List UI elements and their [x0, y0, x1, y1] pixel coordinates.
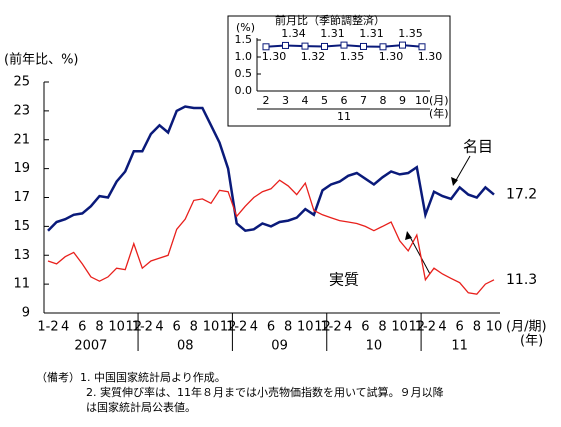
y-tick-label: 13: [13, 248, 30, 263]
inset-x-tick-label: 2: [263, 94, 270, 107]
inset-value-label: 1.35: [398, 27, 423, 40]
inset-x-tick-label: 10: [415, 94, 429, 107]
arrow-head: [451, 177, 458, 186]
x-tick-label: 4: [250, 320, 258, 335]
inset-x-unit: (月): [429, 94, 449, 107]
x-tick-label: 4: [61, 320, 69, 335]
arrow-nominal: [454, 155, 471, 183]
x-unit2: (年): [520, 334, 543, 349]
inset-value-label: 1.31: [359, 27, 384, 40]
inset-value-label: 1.30: [262, 50, 287, 63]
inset-x-tick-label: 6: [341, 94, 348, 107]
inset-marker: [262, 43, 270, 51]
inset-y-tick-label: 1.0: [235, 50, 253, 63]
series-line: [47, 105, 495, 233]
x-tick-label: 6: [78, 320, 86, 335]
x-tick-label: 8: [378, 320, 386, 335]
series-line: [47, 179, 495, 295]
year-label: 08: [177, 339, 194, 354]
x-tick-label: 1-2: [132, 320, 153, 335]
x-tick-label: 6: [267, 320, 275, 335]
legend-label: 名目: [463, 138, 493, 156]
inset-value-label: 1.35: [340, 50, 365, 63]
x-tick-label: 10: [391, 320, 408, 335]
inset-x-tick-label: 7: [360, 94, 367, 107]
x-tick-label: 10: [297, 320, 314, 335]
inset-marker: [282, 41, 289, 49]
x-tick-label: 8: [190, 320, 198, 335]
inset-value-label: 1.31: [320, 27, 345, 40]
x-tick-label: 6: [456, 320, 464, 335]
x-tick-label: 6: [361, 320, 369, 335]
x-tick-label: 1-2: [226, 320, 247, 335]
inset-x-tick-label: 5: [321, 94, 328, 107]
y-tick-label: 23: [13, 103, 30, 118]
y-tick-label: 9: [22, 306, 30, 321]
inset-y-tick-label: 0.0: [235, 84, 253, 97]
inset-value-label: 1.34: [281, 27, 306, 40]
arrow-real: [408, 234, 431, 275]
inset-marker: [379, 43, 387, 51]
x-tick-label: 4: [155, 320, 163, 335]
year-label: 11: [451, 339, 468, 354]
x-tick-label: 10: [203, 320, 220, 335]
inset-value-label: 1.30: [379, 50, 404, 63]
inset-y-tick-label: 1.5: [235, 33, 253, 46]
y-axis-label: (前年比、%): [4, 52, 79, 68]
x-tick-label: 8: [284, 320, 292, 335]
y-tick-label: 17: [13, 190, 30, 205]
inset-marker: [360, 42, 367, 50]
y-tick-label: 25: [13, 75, 30, 90]
year-label: 09: [271, 339, 288, 354]
x-tick-label: 1-2: [415, 320, 436, 335]
inset-x-tick-label: 8: [380, 94, 387, 107]
inset-marker: [340, 41, 348, 49]
y-tick-label: 15: [13, 219, 30, 234]
x-tick-label: 1-2: [37, 320, 58, 335]
note-line: は国家統計局公表値。: [86, 400, 196, 414]
arrow-head: [405, 231, 412, 240]
note-line: （備考）1. 中国国家統計局より作成。: [36, 370, 226, 384]
end-value-label: 17.2: [506, 187, 537, 203]
inset-marker: [399, 41, 406, 49]
note-line: 2. 実質伸び率は、11年８月までは小売物価指数を用いて試算。９月以降: [86, 385, 444, 399]
x-tick-label: 1-2: [320, 320, 341, 335]
end-value-label: 11.3: [506, 272, 537, 288]
x-tick-label: 10: [108, 320, 125, 335]
x-tick-label: 8: [95, 320, 103, 335]
inset-marker: [418, 43, 426, 51]
inset-y-tick-label: 0.5: [235, 67, 253, 80]
inset-marker: [301, 42, 309, 50]
y-tick-label: 19: [13, 161, 30, 176]
x-tick-label: 4: [344, 320, 352, 335]
inset-x-unit2: (年): [429, 106, 449, 120]
y-tick-label: 21: [13, 132, 30, 147]
inset-value-label: 1.32: [301, 50, 326, 63]
x-unit: (月/期): [506, 320, 547, 335]
inset-frame: [227, 15, 451, 127]
inset-x-tick-label: 9: [399, 94, 406, 107]
inset-x-tick-label: 3: [282, 94, 289, 107]
inset-x-tick-label: 4: [302, 94, 309, 107]
legend-label: 実質: [329, 271, 359, 289]
x-tick-label: 4: [438, 320, 446, 335]
inset-year-label: 11: [337, 110, 351, 123]
inset-y-label: (%): [236, 21, 255, 34]
inset-marker: [321, 42, 328, 50]
x-tick-label: 8: [473, 320, 481, 335]
x-tick-label: 10: [486, 320, 503, 335]
year-label: 10: [366, 339, 383, 354]
x-tick-label: 6: [173, 320, 181, 335]
inset-value-label: 1.30: [418, 50, 443, 63]
inset-title: 前月比（季節調整済）: [275, 13, 385, 27]
y-tick-label: 11: [13, 277, 30, 292]
year-label: 2007: [74, 339, 107, 354]
